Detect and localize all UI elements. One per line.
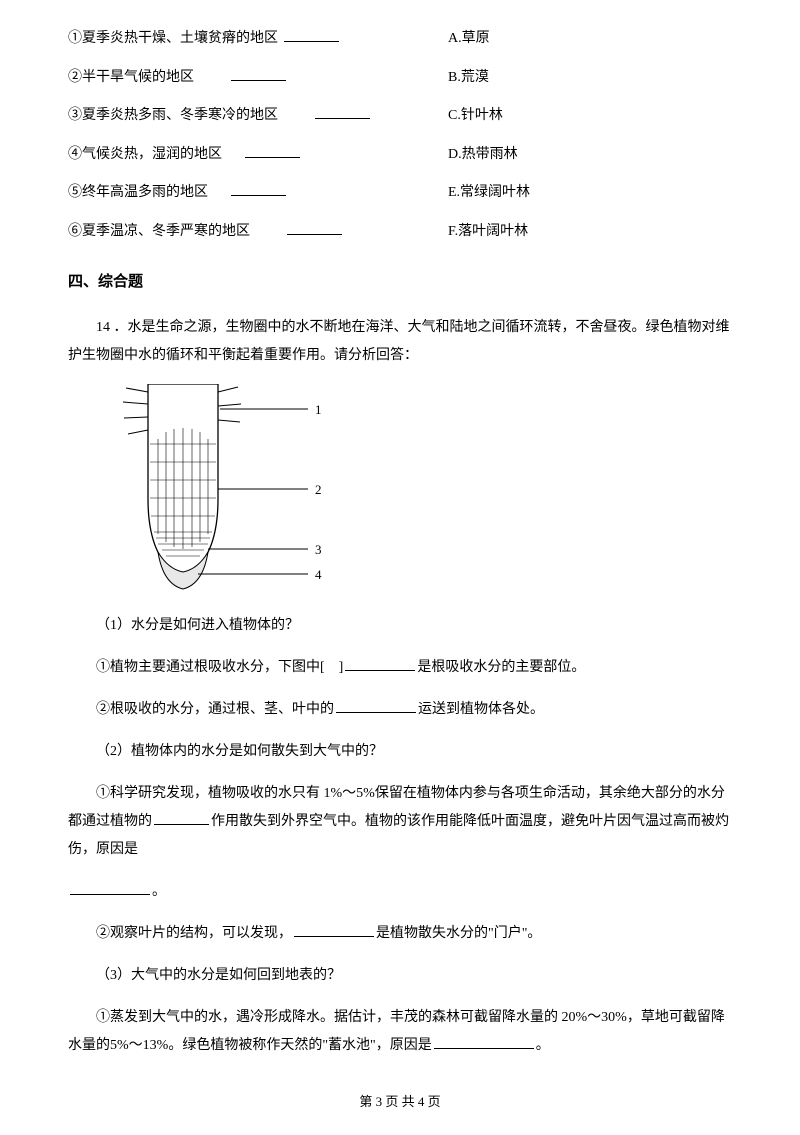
match-left-2: ②半干旱气候的地区 (68, 65, 448, 92)
diagram-label-3: 3 (315, 542, 322, 557)
q14-p1-title: （1）水分是如何进入植物体的？ (68, 612, 732, 640)
blank-icon (284, 28, 339, 42)
match-left-4: ④气候炎热，湿润的地区 (68, 142, 448, 169)
match-left-text-5: ⑤终年高温多雨的地区 (68, 185, 208, 200)
q14-p2-2-post: 是植物散失水分的"门户"。 (376, 926, 541, 941)
diagram-label-1: 1 (315, 402, 322, 417)
blank-icon (294, 923, 374, 937)
blank-icon (287, 221, 342, 235)
match-right-6: F.落叶阔叶林 (448, 219, 732, 246)
match-left-1: ①夏季炎热干燥、土壤贫瘠的地区 (68, 26, 448, 53)
match-row-4: ④气候炎热，湿润的地区 D.热带雨林 (68, 142, 732, 169)
match-left-6: ⑥夏季温凉、冬季严寒的地区 (68, 219, 448, 246)
q14-p1-2: ②根吸收的水分，通过根、茎、叶中的 运送到植物体各处。 (68, 696, 732, 724)
match-row-6: ⑥夏季温凉、冬季严寒的地区 F.落叶阔叶林 (68, 219, 732, 246)
q14-p2-1: ①科学研究发现，植物吸收的水只有 1%～5%保留在植物体内参与各项生命活动，其余… (68, 780, 732, 864)
root-tip-diagram: 1 2 3 4 (108, 384, 732, 594)
root-tip-svg: 1 2 3 4 (108, 384, 338, 594)
match-left-text-2: ②半干旱气候的地区 (68, 70, 194, 85)
match-row-3: ③夏季炎热多雨、冬季寒冷的地区 C.针叶林 (68, 103, 732, 130)
section-4-title: 四、综合题 (68, 268, 732, 297)
blank-icon (154, 811, 209, 825)
blank-icon (345, 657, 415, 671)
match-left-text-1: ①夏季炎热干燥、土壤贫瘠的地区 (68, 31, 278, 46)
page-footer: 第 3 页 共 4 页 (68, 1090, 732, 1115)
q14-p3-title: （3）大气中的水分是如何回到地表的？ (68, 962, 732, 990)
q14-p1-1-pre: ①植物主要通过根吸收水分，下图中[ ] (96, 660, 343, 675)
blank-icon (315, 105, 370, 119)
q14-p3-1: ①蒸发到大气中的水，遇冷形成降水。据估计，丰茂的森林可截留降水量的 20%～30… (68, 1004, 732, 1060)
match-right-1: A.草原 (448, 26, 732, 53)
q14-p1-2-pre: ②根吸收的水分，通过根、茎、叶中的 (96, 702, 334, 717)
q14-p2-2-pre: ②观察叶片的结构，可以发现， (96, 926, 292, 941)
q14-p1-1-post: 是根吸收水分的主要部位。 (417, 660, 585, 675)
match-row-5: ⑤终年高温多雨的地区 E.常绿阔叶林 (68, 180, 732, 207)
blank-icon (70, 881, 150, 895)
page: ①夏季炎热干燥、土壤贫瘠的地区 A.草原 ②半干旱气候的地区 B.荒漠 ③夏季炎… (0, 0, 800, 1135)
match-right-5: E.常绿阔叶林 (448, 180, 732, 207)
q14-p2-title: （2）植物体内的水分是如何散失到大气中的？ (68, 738, 732, 766)
match-row-2: ②半干旱气候的地区 B.荒漠 (68, 65, 732, 92)
q14-p2-1b: 。 (68, 878, 732, 906)
diagram-label-4: 4 (315, 567, 322, 582)
q14-p2-2: ②观察叶片的结构，可以发现， 是植物散失水分的"门户"。 (68, 920, 732, 948)
q14-intro: 14 ．水是生命之源，生物圈中的水不断地在海洋、大气和陆地之间循环流转，不舍昼夜… (68, 314, 732, 370)
match-right-4: D.热带雨林 (448, 142, 732, 169)
blank-icon (231, 182, 286, 196)
match-left-text-3: ③夏季炎热多雨、冬季寒冷的地区 (68, 108, 278, 123)
match-right-2: B.荒漠 (448, 65, 732, 92)
q14-p1-1: ①植物主要通过根吸收水分，下图中[ ] 是根吸收水分的主要部位。 (68, 654, 732, 682)
blank-icon (434, 1035, 534, 1049)
match-row-1: ①夏季炎热干燥、土壤贫瘠的地区 A.草原 (68, 26, 732, 53)
blank-icon (245, 144, 300, 158)
match-left-text-6: ⑥夏季温凉、冬季严寒的地区 (68, 224, 250, 239)
q14-p1-2-post: 运送到植物体各处。 (418, 702, 544, 717)
diagram-label-2: 2 (315, 482, 322, 497)
blank-icon (336, 699, 416, 713)
q14-p3-1-post: 。 (536, 1038, 550, 1053)
match-left-5: ⑤终年高温多雨的地区 (68, 180, 448, 207)
match-right-3: C.针叶林 (448, 103, 732, 130)
matching-block: ①夏季炎热干燥、土壤贫瘠的地区 A.草原 ②半干旱气候的地区 B.荒漠 ③夏季炎… (68, 26, 732, 246)
blank-icon (231, 67, 286, 81)
match-left-3: ③夏季炎热多雨、冬季寒冷的地区 (68, 103, 448, 130)
q14-p2-1-post: 。 (152, 884, 166, 899)
q14-p3-1-pre: ①蒸发到大气中的水，遇冷形成降水。据估计，丰茂的森林可截留降水量的 20%～30… (68, 1010, 725, 1053)
match-left-text-4: ④气候炎热，湿润的地区 (68, 147, 222, 162)
